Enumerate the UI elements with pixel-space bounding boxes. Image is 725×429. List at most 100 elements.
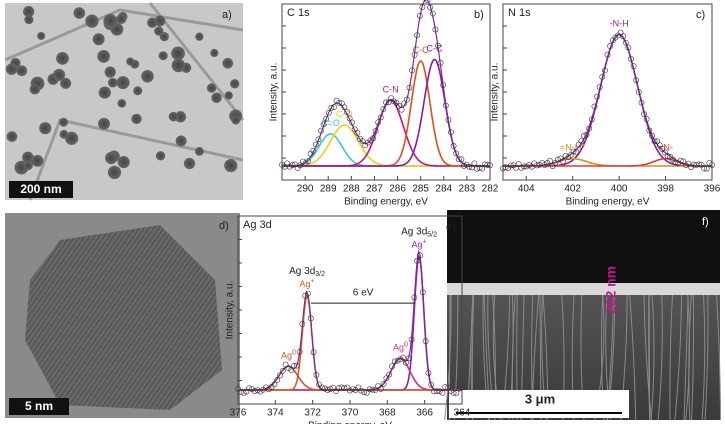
x-tick-label: 376 [230, 408, 247, 419]
peak-label: Ag 3d5/2 [401, 226, 437, 238]
particle [31, 155, 43, 167]
particle [207, 83, 216, 92]
peak-label: C-N [383, 85, 399, 95]
scale-bar-label: 3 μm [525, 391, 555, 406]
particle [56, 52, 69, 65]
particle [103, 14, 117, 28]
particle [133, 86, 142, 95]
scale-bar-label: 5 nm [25, 399, 53, 413]
plot-frame [503, 4, 712, 180]
x-tick-label: 283 [459, 184, 476, 195]
particle [118, 156, 130, 168]
panel-letter: f) [702, 216, 709, 228]
label-text: Ag [281, 351, 292, 361]
x-tick-label: 396 [704, 184, 721, 195]
scale-bar-label: 200 nm [20, 182, 61, 196]
particle [210, 49, 218, 57]
particle [225, 91, 233, 99]
particle [93, 33, 105, 45]
particle [99, 86, 111, 98]
particle [105, 67, 116, 78]
particle [211, 93, 222, 104]
label-text: Ag 3d [401, 226, 427, 237]
particle [53, 69, 65, 81]
x-axis-label: Binding energy, eV [344, 197, 428, 208]
particle [7, 131, 18, 142]
particle [147, 17, 157, 27]
spectrum-title: Ag 3d [243, 219, 272, 231]
label-sup: 0 [404, 341, 408, 348]
y-axis-label: Intensity, a.u. [225, 281, 236, 340]
label-text: Ag [300, 280, 311, 290]
particle [169, 112, 179, 122]
sem-image-f [445, 210, 721, 420]
particle [159, 51, 168, 60]
particle [30, 84, 40, 94]
particle [74, 7, 86, 19]
x-tick-label: 286 [389, 184, 406, 195]
particle [85, 14, 98, 27]
particle [176, 136, 187, 147]
hrtem-image-d [5, 213, 240, 418]
particle [108, 78, 118, 88]
label-text: Ag 3d [289, 266, 315, 277]
label-text: Ag [412, 240, 423, 250]
particle [23, 161, 32, 170]
x-tick-label: 374 [267, 408, 284, 419]
x-tick-label: 284 [435, 184, 452, 195]
particle [141, 70, 154, 83]
x-tick-label: 289 [320, 184, 337, 195]
fit-component [503, 35, 712, 166]
data-point [285, 161, 290, 166]
y-axis-label: Intensity, a.u. [269, 63, 280, 122]
x-tick-label: 366 [416, 408, 433, 419]
splitting-label: 6 eV [353, 288, 374, 299]
x-tick-label: 402 [564, 184, 581, 195]
particle [16, 65, 27, 76]
panel-letter: a) [222, 9, 232, 21]
particle [37, 32, 45, 40]
x-tick-label: 288 [343, 184, 360, 195]
x-tick-label: 398 [657, 184, 674, 195]
spectrum-title: C 1s [287, 7, 310, 19]
particle [116, 14, 126, 24]
spectrum-title: N 1s [508, 7, 531, 19]
particle [108, 166, 121, 179]
particle [222, 58, 233, 69]
particle [98, 118, 110, 130]
peak-label: Ag+ [300, 278, 315, 290]
x-tick-label: 370 [342, 408, 359, 419]
x-tick-label: 368 [379, 408, 396, 419]
x-tick-label: 372 [304, 408, 321, 419]
x-tick-label: 400 [611, 184, 628, 195]
x-axis-label: Binding energy, eV [566, 197, 650, 208]
particle [97, 50, 110, 63]
envelope [282, 0, 490, 166]
particle [224, 159, 237, 172]
label-sup: 0 [292, 349, 296, 356]
tem-image-a [5, 3, 243, 200]
particle [39, 122, 51, 134]
particle [230, 79, 239, 88]
particle [117, 99, 126, 108]
particle [184, 158, 195, 169]
x-tick-label: 282 [482, 184, 499, 195]
particle [117, 76, 130, 89]
label-sub: 3/2 [315, 271, 325, 278]
particle [131, 114, 141, 124]
x-tick-label: 290 [297, 184, 314, 195]
label-sub: 5/2 [427, 232, 437, 239]
particle [6, 63, 18, 75]
particle [24, 15, 33, 24]
x-tick-label: 364 [454, 408, 471, 419]
particle [160, 32, 169, 41]
panel-letter: d) [219, 220, 229, 232]
particle [231, 116, 240, 125]
particle [156, 151, 165, 160]
label-sup: + [311, 278, 315, 285]
panel-letter: b) [474, 9, 484, 21]
x-axis-label: Binding energy, eV [308, 421, 392, 424]
fit-component [282, 61, 490, 166]
peak-label: Ag0 [281, 349, 296, 361]
